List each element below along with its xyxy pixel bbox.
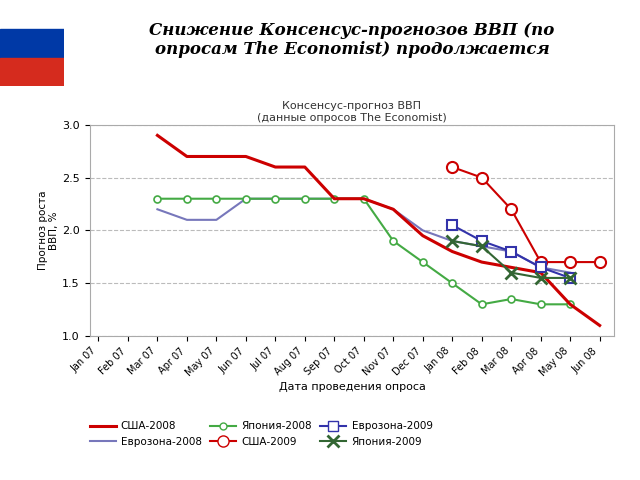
- Bar: [0, 29, 64, 58]
- Text: Снижение Консенсус-прогнозов ВВП (по
опросам The Economist) продолжается: Снижение Консенсус-прогнозов ВВП (по опр…: [149, 22, 555, 58]
- Title: Консенсус-прогноз ВВП
(данные опросов The Economist): Консенсус-прогноз ВВП (данные опросов Th…: [257, 101, 447, 122]
- Bar: [0, 0, 64, 29]
- X-axis label: Дата проведения опроса: Дата проведения опроса: [278, 382, 426, 392]
- Legend: США-2008, Еврозона-2008, Япония-2008, США-2009, Еврозона-2009, Япония-2009: США-2008, Еврозона-2008, Япония-2008, СШ…: [90, 421, 433, 447]
- Bar: [0, 58, 64, 86]
- Y-axis label: Прогноз роста
ВВП, %: Прогноз роста ВВП, %: [38, 191, 60, 270]
